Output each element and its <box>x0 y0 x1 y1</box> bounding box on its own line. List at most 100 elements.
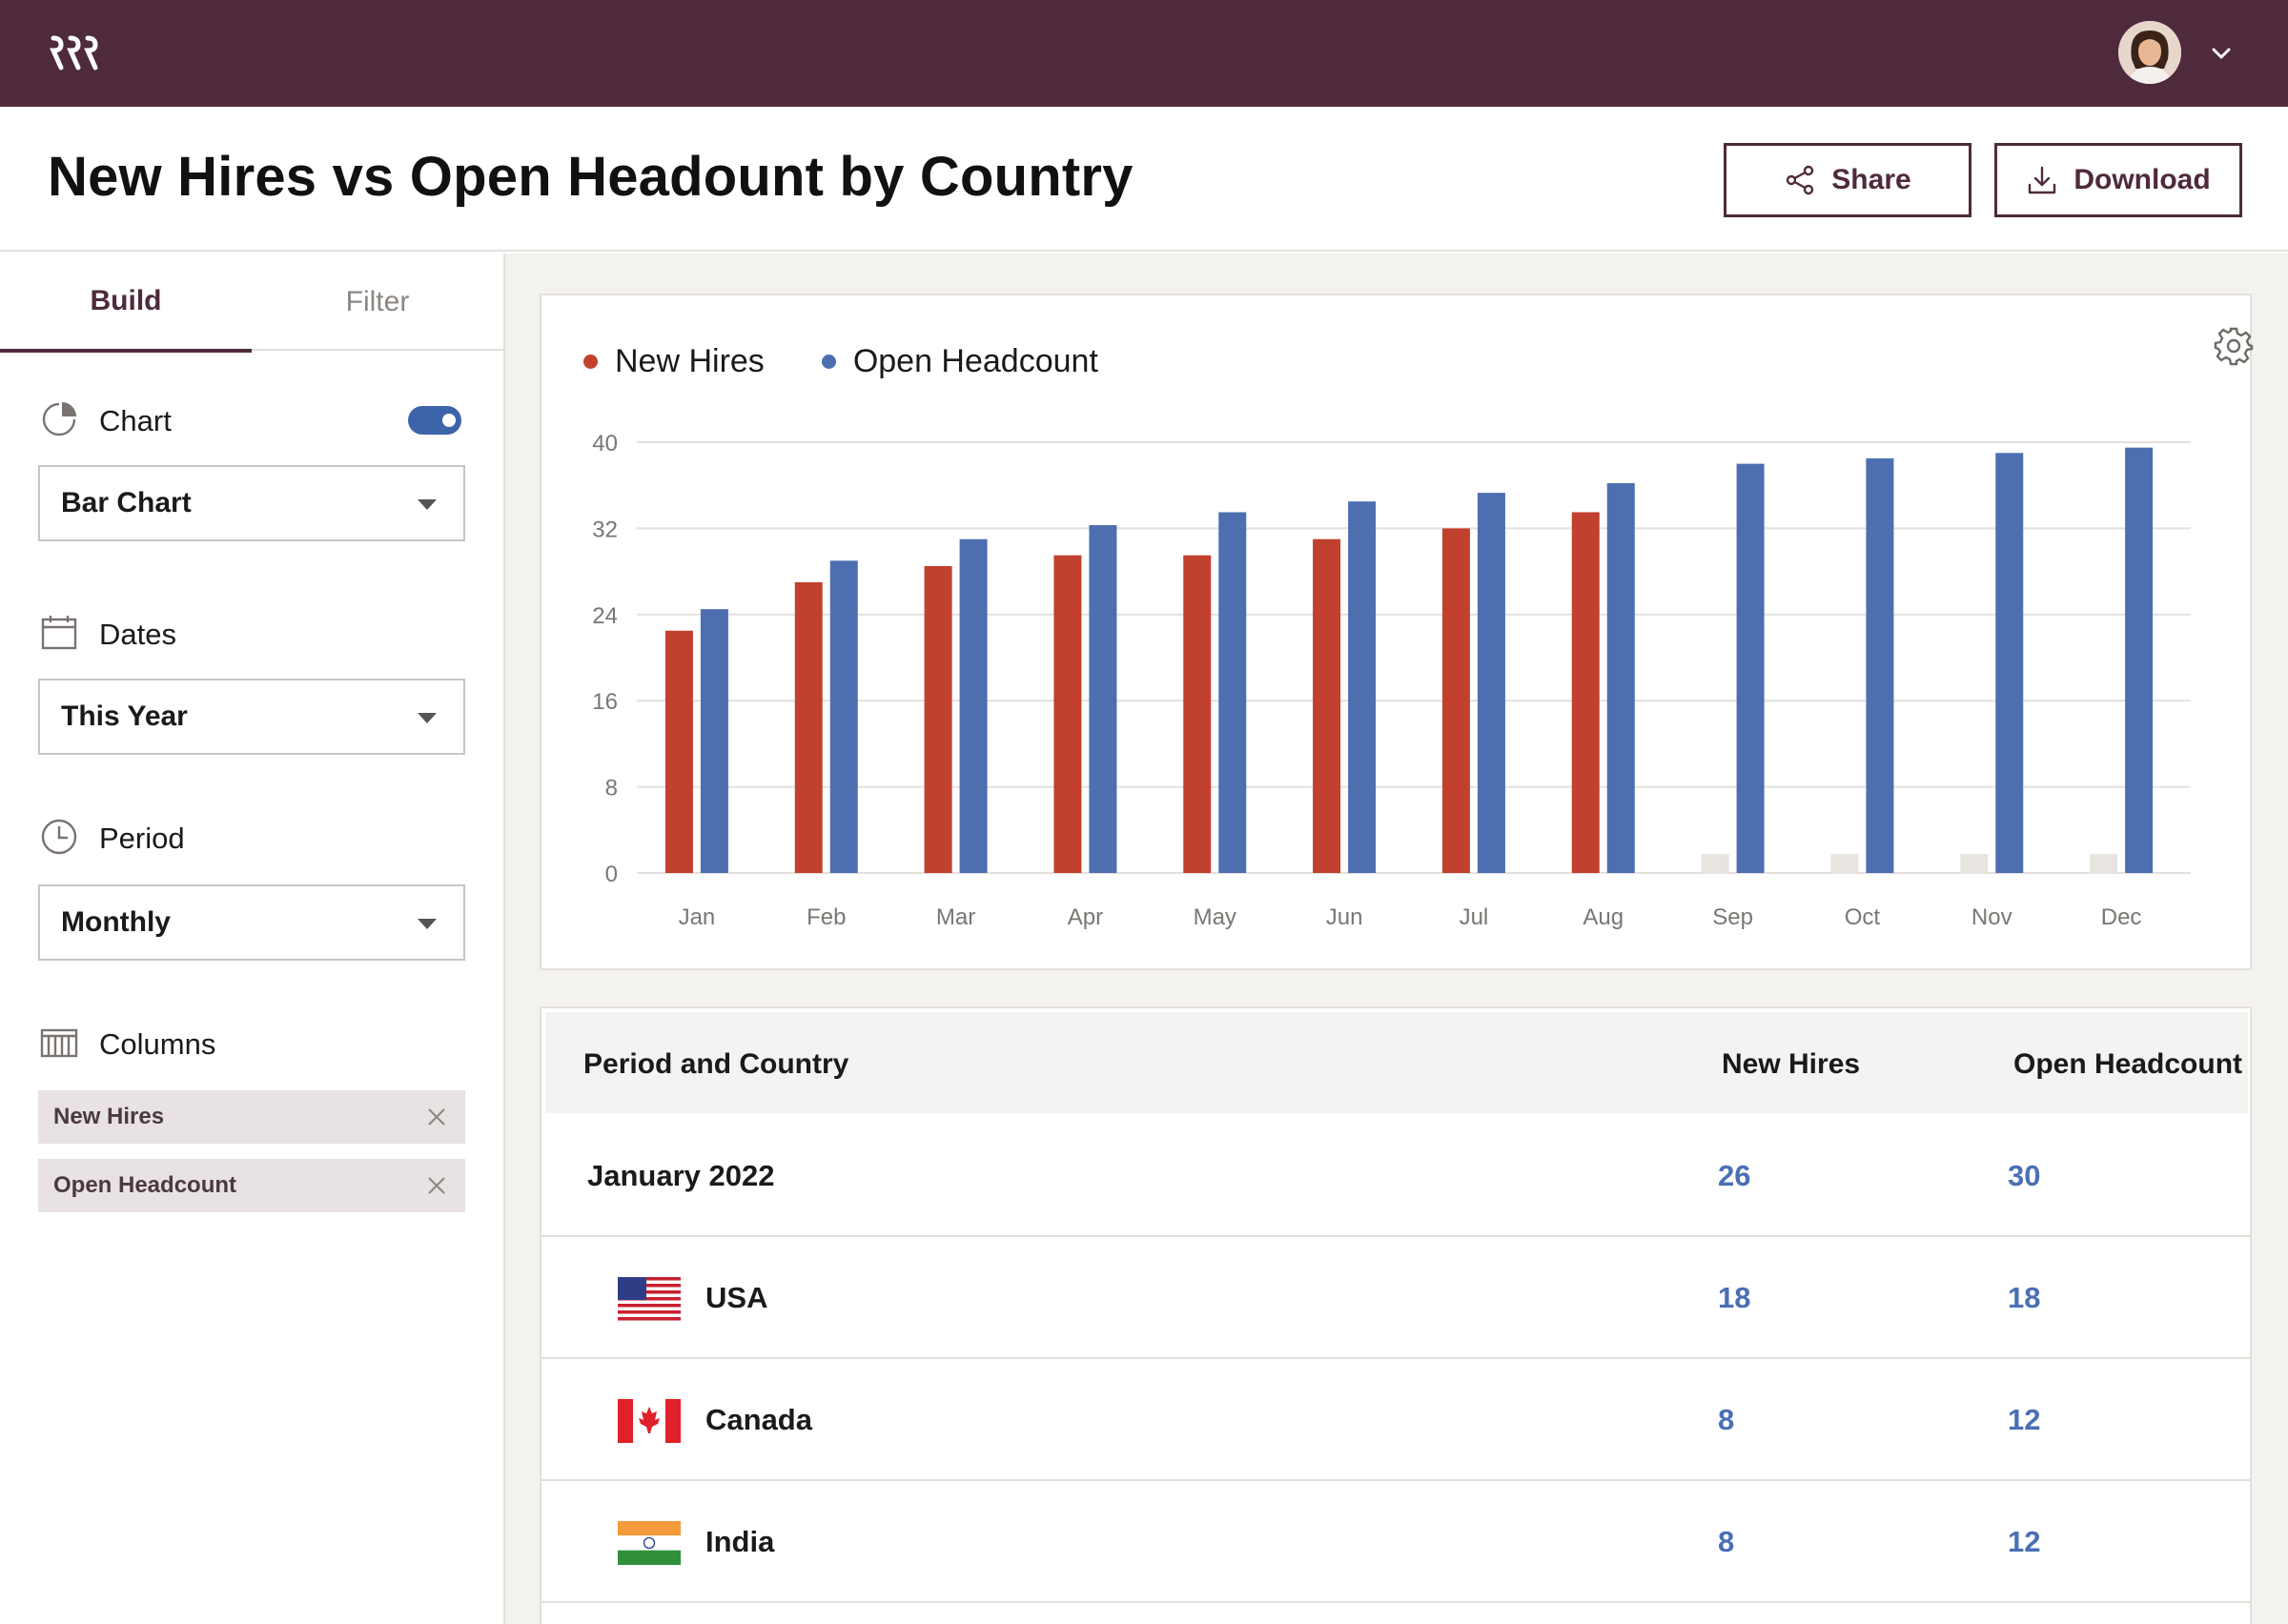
dates-select[interactable]: This Year <box>38 679 465 755</box>
close-icon[interactable] <box>425 1174 448 1197</box>
y-tick-label: 40 <box>592 431 618 457</box>
sidebar-tabs: Build Filter <box>0 254 503 353</box>
bar-open-headcount[interactable] <box>1218 512 1247 873</box>
legend-item-new-hires[interactable]: New Hires <box>583 343 765 380</box>
caret-down-icon <box>418 713 437 723</box>
share-button[interactable]: Share <box>1724 143 1971 217</box>
bar-open-headcount[interactable] <box>1995 453 2024 873</box>
gear-icon[interactable] <box>2214 326 2254 366</box>
table-header: Period and Country New Hires Open Headco… <box>545 1012 2248 1113</box>
legend-dot-new-hires <box>583 355 598 369</box>
period-section-label: Period <box>99 822 185 855</box>
row-open-headcount-value: 12 <box>2008 1403 2041 1436</box>
x-tick-label: Jan <box>679 904 716 930</box>
x-tick-label: Nov <box>1971 904 2012 930</box>
pie-chart-icon <box>42 402 76 436</box>
top-bar <box>0 0 2288 107</box>
bar-new-hires[interactable] <box>924 565 952 873</box>
bar-open-headcount[interactable] <box>1089 525 1117 873</box>
legend-dot-open-headcount <box>821 355 836 369</box>
caret-down-icon <box>418 919 437 929</box>
period-select[interactable]: Monthly <box>38 884 465 961</box>
x-tick-label: Sep <box>1712 904 1753 930</box>
column-chip-label: Open Headcount <box>53 1172 237 1198</box>
column-chip: Open Headcount <box>38 1159 465 1212</box>
row-new-hires-value: 8 <box>1718 1525 1735 1558</box>
column-chip: New Hires <box>38 1090 465 1144</box>
caret-down-icon <box>418 499 437 510</box>
row-new-hires-value: 8 <box>1718 1403 1735 1436</box>
usa-flag-icon <box>618 1277 681 1321</box>
brand-logo-icon[interactable] <box>50 34 103 72</box>
page-title: New Hires vs Open Headount by Country <box>48 146 1134 208</box>
chart-section-label: Chart <box>99 404 172 437</box>
data-table: Period and Country New Hires Open Headco… <box>540 1006 2252 1624</box>
bar-open-headcount[interactable] <box>1477 493 1505 873</box>
bar-new-hires[interactable] <box>1441 528 1470 873</box>
bar-new-hires[interactable] <box>1053 555 1082 873</box>
x-tick-label: Jun <box>1326 904 1363 930</box>
row-period-label: January 2022 <box>587 1159 775 1192</box>
share-label: Share <box>1831 164 1911 195</box>
builder-sidebar: Build Filter Chart Bar Chart Dates This … <box>0 254 505 1624</box>
column-chip-label: New Hires <box>53 1104 165 1129</box>
bar-placeholder[interactable] <box>1701 854 1729 873</box>
bar-open-headcount[interactable] <box>2125 447 2154 873</box>
dates-value: This Year <box>61 700 188 732</box>
chart-card: 0 8 16 24 32 40 Jan Feb Mar Apr May Jun Jul Aug Sep Oct… <box>540 294 2254 970</box>
column-header-open-headcount[interactable]: Open Headcount <box>2013 1048 2243 1080</box>
canada-flag-icon <box>618 1399 681 1443</box>
chart-legend: New Hires Open Headcount <box>583 343 1155 380</box>
chevron-down-icon[interactable] <box>2208 42 2235 65</box>
legend-item-open-headcount[interactable]: Open Headcount <box>821 343 1098 380</box>
bar-open-headcount[interactable] <box>1348 501 1377 873</box>
bar-chart: 0 8 16 24 32 40 Jan Feb Mar Apr May Jun Jul Aug Sep Oct… <box>592 431 2191 930</box>
bar-new-hires[interactable] <box>1183 555 1212 873</box>
chart-type-value: Bar Chart <box>61 487 192 518</box>
report-main: 0 8 16 24 32 40 Jan Feb Mar Apr May Jun Jul Aug Sep Oct… <box>505 254 2288 1624</box>
columns-section-label: Columns <box>99 1027 216 1061</box>
download-label: Download <box>2074 164 2211 195</box>
bar-new-hires[interactable] <box>664 630 693 873</box>
chart-toggle[interactable] <box>408 406 461 435</box>
download-button[interactable]: Download <box>1994 143 2242 217</box>
period-value: Monthly <box>61 906 171 938</box>
table-row[interactable]: January 2022 26 30 <box>541 1115 2250 1237</box>
x-tick-label: Jul <box>1460 904 1489 930</box>
y-tick-label: 24 <box>592 603 618 629</box>
bar-placeholder[interactable] <box>1960 854 1989 873</box>
bar-new-hires[interactable] <box>1571 512 1600 873</box>
bar-new-hires[interactable] <box>1313 538 1341 873</box>
bar-open-headcount[interactable] <box>1606 482 1635 873</box>
x-tick-label: Apr <box>1068 904 1103 930</box>
table-row[interactable]: India 8 12 <box>541 1481 2250 1603</box>
download-icon <box>2029 166 2056 194</box>
bar-open-headcount[interactable] <box>700 609 728 873</box>
clock-icon <box>41 819 77 855</box>
row-country-label: India <box>705 1525 775 1558</box>
table-row[interactable]: Canada 8 12 <box>541 1359 2250 1481</box>
chart-type-select[interactable]: Bar Chart <box>38 465 465 541</box>
bar-open-headcount[interactable] <box>959 538 988 873</box>
bar-placeholder[interactable] <box>2090 854 2118 873</box>
x-tick-label: Dec <box>2101 904 2142 930</box>
bar-placeholder[interactable] <box>1830 854 1859 873</box>
bar-open-headcount[interactable] <box>1866 457 1894 873</box>
legend-label: Open Headcount <box>852 343 1098 379</box>
tab-filter[interactable]: Filter <box>345 286 410 317</box>
bar-open-headcount[interactable] <box>829 560 858 873</box>
column-header-period[interactable]: Period and Country <box>583 1048 849 1080</box>
user-avatar[interactable] <box>2118 21 2181 84</box>
y-tick-label: 16 <box>592 689 618 715</box>
row-new-hires-value: 18 <box>1718 1281 1751 1314</box>
x-tick-label: Mar <box>936 904 975 930</box>
bar-open-headcount[interactable] <box>1736 463 1765 873</box>
column-header-new-hires[interactable]: New Hires <box>1722 1048 1861 1080</box>
table-row[interactable]: USA 18 18 <box>541 1237 2250 1359</box>
x-tick-label: Oct <box>1845 904 1881 930</box>
tab-build[interactable]: Build <box>0 254 252 353</box>
row-open-headcount-value: 18 <box>2008 1281 2041 1314</box>
close-icon[interactable] <box>425 1106 448 1128</box>
bar-new-hires[interactable] <box>794 581 823 873</box>
calendar-icon <box>41 616 77 650</box>
